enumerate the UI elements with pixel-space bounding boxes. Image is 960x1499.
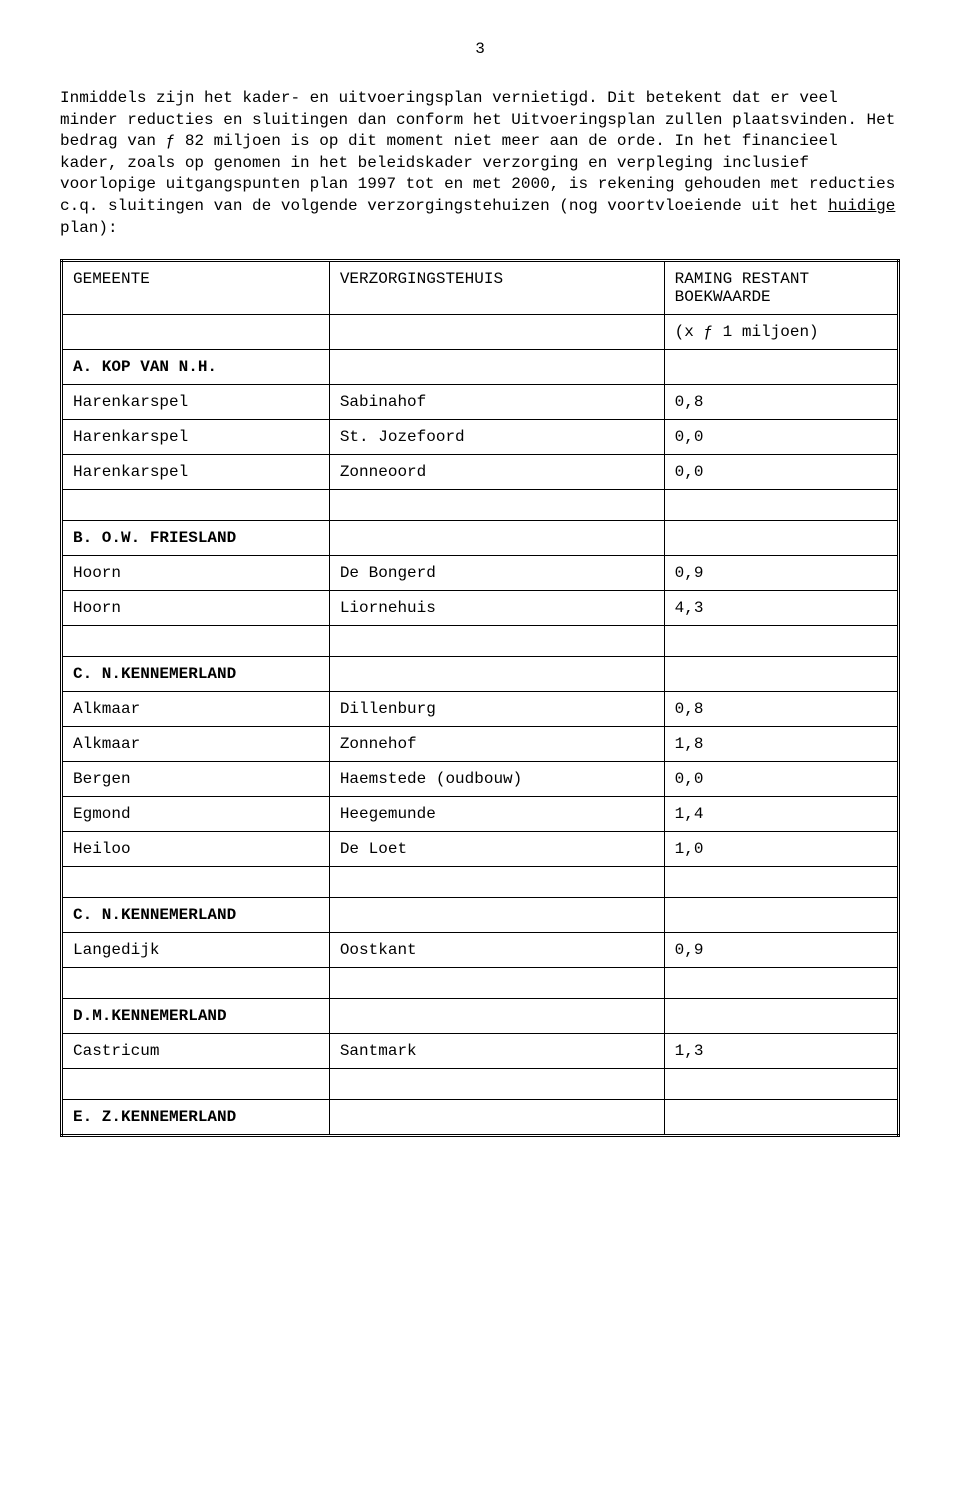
spacer-row (62, 968, 899, 999)
table-row: Harenkarspel Zonneoord 0,0 (62, 455, 899, 490)
col-header-raming-l2: BOEKWAARDE (675, 288, 771, 306)
spacer-row (62, 867, 899, 898)
table-row: Hoorn De Bongerd 0,9 (62, 556, 899, 591)
cell-gemeente: Langedijk (62, 933, 330, 968)
cell-tehuis: Sabinahof (329, 385, 664, 420)
cell-gemeente: Heiloo (62, 832, 330, 867)
section-c2-label: C. N.KENNEMERLAND (62, 898, 330, 933)
cell-value: 0,8 (664, 385, 898, 420)
cell-value: 0,0 (664, 420, 898, 455)
cell-gemeente: Harenkarspel (62, 420, 330, 455)
table-row: Hoorn Liornehuis 4,3 (62, 591, 899, 626)
cell-tehuis: De Bongerd (329, 556, 664, 591)
cell-value: 0,8 (664, 692, 898, 727)
cell-tehuis: Heegemunde (329, 797, 664, 832)
section-b-label: B. O.W. FRIESLAND (62, 521, 330, 556)
spacer-row (62, 1069, 899, 1100)
cell-value: 0,0 (664, 455, 898, 490)
cell-value: 1,4 (664, 797, 898, 832)
cell-gemeente: Bergen (62, 762, 330, 797)
cell-tehuis: De Loet (329, 832, 664, 867)
paragraph-underlined: huidige (828, 197, 895, 215)
cell-value: 0,0 (664, 762, 898, 797)
section-c1-label: C. N.KENNEMERLAND (62, 657, 330, 692)
cell-tehuis: Dillenburg (329, 692, 664, 727)
cell-gemeente: Alkmaar (62, 727, 330, 762)
cell-value: 0,9 (664, 556, 898, 591)
spacer-row (62, 490, 899, 521)
reductions-table: GEMEENTE VERZORGINGSTEHUIS RAMING RESTAN… (60, 259, 900, 1137)
table-row: Alkmaar Zonnehof 1,8 (62, 727, 899, 762)
cell-gemeente: Hoorn (62, 556, 330, 591)
document-page: 3 Inmiddels zijn het kader- en uitvoerin… (0, 0, 960, 1177)
section-c2-header: C. N.KENNEMERLAND (62, 898, 899, 933)
table-row: Heiloo De Loet 1,0 (62, 832, 899, 867)
cell-tehuis: Oostkant (329, 933, 664, 968)
col-header-raming-l1: RAMING RESTANT (675, 270, 809, 288)
cell-tehuis: St. Jozefoord (329, 420, 664, 455)
cell-gemeente: Hoorn (62, 591, 330, 626)
table-row: Alkmaar Dillenburg 0,8 (62, 692, 899, 727)
cell-gemeente: Castricum (62, 1034, 330, 1069)
cell-tehuis: Santmark (329, 1034, 664, 1069)
intro-paragraph: Inmiddels zijn het kader- en uitvoerings… (60, 88, 900, 239)
table-row: Egmond Heegemunde 1,4 (62, 797, 899, 832)
col-header-gemeente: GEMEENTE (62, 261, 330, 315)
col-header-tehuis: VERZORGINGSTEHUIS (329, 261, 664, 315)
section-e-label: E. Z.KENNEMERLAND (62, 1100, 330, 1136)
cell-gemeente: Harenkarspel (62, 455, 330, 490)
section-b-header: B. O.W. FRIESLAND (62, 521, 899, 556)
table-row: Harenkarspel St. Jozefoord 0,0 (62, 420, 899, 455)
section-c1-header: C. N.KENNEMERLAND (62, 657, 899, 692)
paragraph-after: plan): (60, 219, 118, 237)
table-row: Langedijk Oostkant 0,9 (62, 933, 899, 968)
cell-tehuis: Zonnehof (329, 727, 664, 762)
cell-value: 0,9 (664, 933, 898, 968)
cell-tehuis: Zonneoord (329, 455, 664, 490)
section-e-header: E. Z.KENNEMERLAND (62, 1100, 899, 1136)
cell-gemeente: Egmond (62, 797, 330, 832)
cell-gemeente: Harenkarspel (62, 385, 330, 420)
unit-cell: (x ƒ 1 miljoen) (664, 315, 898, 350)
table-row: Bergen Haemstede (oudbouw) 0,0 (62, 762, 899, 797)
section-a-label: A. KOP VAN N.H. (62, 350, 330, 385)
table-row: Castricum Santmark 1,3 (62, 1034, 899, 1069)
table-row: Harenkarspel Sabinahof 0,8 (62, 385, 899, 420)
unit-row: (x ƒ 1 miljoen) (62, 315, 899, 350)
page-number: 3 (60, 40, 900, 58)
cell-tehuis: Haemstede (oudbouw) (329, 762, 664, 797)
cell-value: 1,3 (664, 1034, 898, 1069)
cell-value: 1,0 (664, 832, 898, 867)
paragraph-text: Inmiddels zijn het kader- en uitvoerings… (60, 89, 895, 215)
col-header-raming: RAMING RESTANT BOEKWAARDE (664, 261, 898, 315)
cell-value: 1,8 (664, 727, 898, 762)
section-d-label: D.M.KENNEMERLAND (62, 999, 330, 1034)
spacer-row (62, 626, 899, 657)
table-header-row: GEMEENTE VERZORGINGSTEHUIS RAMING RESTAN… (62, 261, 899, 315)
section-a-header: A. KOP VAN N.H. (62, 350, 899, 385)
cell-value: 4,3 (664, 591, 898, 626)
section-d-header: D.M.KENNEMERLAND (62, 999, 899, 1034)
cell-tehuis: Liornehuis (329, 591, 664, 626)
cell-gemeente: Alkmaar (62, 692, 330, 727)
